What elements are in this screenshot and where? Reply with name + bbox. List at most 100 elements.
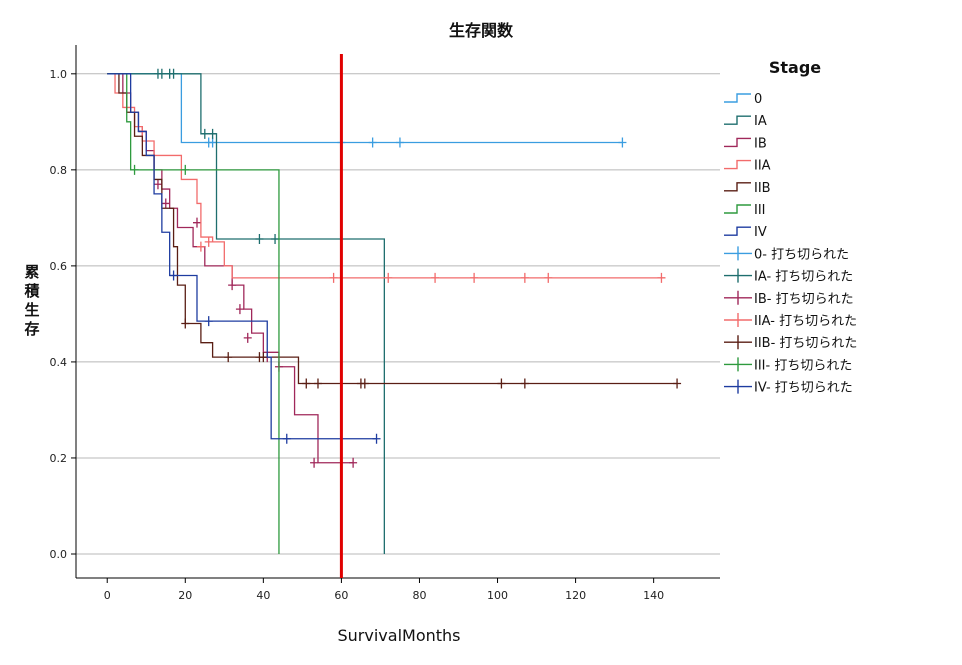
censor-mark [302,378,311,389]
censor-mark [204,236,213,247]
legend-item-censored-IIA: IIA- 打ち切られた [724,313,857,329]
legend-label: III- 打ち切られた [754,358,852,373]
legend-step-swatch [724,137,751,148]
censor-mark [157,68,166,79]
censor-mark [271,233,280,244]
survival-curve [107,73,678,385]
series-0 [107,73,627,148]
legend-label: IA [754,114,767,129]
censor-mark [673,378,682,389]
y-axis-ticks: 0.0 0.2 0.4 0.6 0.8 1.0 [50,68,76,561]
x-axis-ticks: 0 20 40 60 80 100 120 140 [104,578,664,602]
legend-censor-swatch [724,268,752,283]
y-tick-label: 0.8 [50,164,68,177]
censor-mark [282,433,291,444]
censor-mark [497,378,506,389]
censor-mark [360,378,369,389]
censor-mark [259,352,268,363]
series-IA [107,68,385,554]
censor-mark [208,137,217,148]
censor-mark [224,352,233,363]
x-tick-label: 60 [334,589,348,602]
y-tick-label: 0.2 [50,452,68,465]
legend-label: IIB [754,181,771,196]
survival-curve [107,73,354,464]
censor-mark [313,378,322,389]
y-tick-label: 0.0 [50,548,68,561]
legend-censor-swatch [724,379,752,394]
y-tick-label: 1.0 [50,68,68,81]
legend-item-0: 0 [724,92,762,107]
legend-step-swatch [724,115,751,125]
x-tick-label: 20 [178,589,192,602]
legend-item-censored-IA: IA- 打ち切られた [724,268,853,285]
legend-step-swatch [724,159,751,170]
legend-label: IA- 打ち切られた [754,270,853,285]
legend-item-censored-0: 0- 打ち切られた [724,246,849,262]
legend-label: IIA [754,159,771,174]
legend-item-III: III [724,203,766,218]
legend-censor-swatch [724,246,752,261]
legend-step-swatch [724,204,751,214]
censor-mark [520,378,529,389]
censor-mark [192,217,201,228]
x-tick-label: 140 [643,589,664,602]
x-tick-label: 120 [565,589,586,602]
legend-label: IB [754,136,767,151]
legend-item-censored-IIB: IIB- 打ち切られた [724,335,857,351]
censor-mark [255,233,264,244]
censor-mark [470,272,479,283]
legend-label: IIA- 打ち切られた [754,314,857,329]
censor-mark [169,68,178,79]
censor-mark [153,179,162,190]
censor-mark [204,316,213,327]
legend-item-IA: IA [724,114,767,129]
legend-censor-swatch [724,357,752,372]
legend-label: IB- 打ち切られた [754,292,854,307]
y-axis-label: 累積生存 [23,263,40,338]
censor-mark [196,241,205,252]
x-tick-label: 40 [256,589,270,602]
censor-mark [228,280,237,291]
x-tick-label: 100 [487,589,508,602]
survival-curve [107,73,666,279]
legend-item-censored-IV: IV- 打ち切られた [724,379,853,396]
series-III [107,73,280,554]
legend-label: IIB- 打ち切られた [754,336,857,351]
legend-item-IV: IV [724,225,767,240]
legend: 0 IA IB IIA IIB III IV 0- 打ち切られた IA- 打ち切られた IB- 打… [724,92,857,396]
legend-censor-swatch [724,313,752,327]
censor-mark [310,457,319,468]
legend-item-censored-III: III- 打ち切られた [724,357,852,373]
legend-label: III [754,203,766,218]
legend-label: IV- 打ち切られた [754,381,853,396]
censor-mark [395,137,404,148]
series-group [107,68,682,554]
censor-mark [235,304,244,315]
censor-mark [372,433,381,444]
censor-mark [520,272,529,283]
legend-censor-swatch [724,335,752,350]
legend-step-swatch [724,182,751,192]
x-axis-label: SurvivalMonths [338,626,461,645]
censor-mark [200,128,209,139]
censor-mark [349,457,358,468]
survival-curve [107,73,377,440]
survival-curve [107,73,623,144]
series-IIA [107,73,666,283]
legend-item-censored-IB: IB- 打ち切られた [724,290,854,307]
legend-label: 0 [754,92,762,107]
legend-censor-swatch [724,290,752,305]
survival-curve [107,73,280,554]
censor-mark [329,272,338,283]
censor-mark [161,198,170,209]
series-IIB [107,73,682,389]
censor-mark [181,164,190,175]
legend-item-IB: IB [724,136,767,151]
legend-step-swatch [724,93,751,103]
legend-label: 0- 打ち切られた [754,247,849,262]
y-tick-label: 0.6 [50,260,68,273]
gridlines [76,73,720,555]
censor-mark [181,318,190,329]
